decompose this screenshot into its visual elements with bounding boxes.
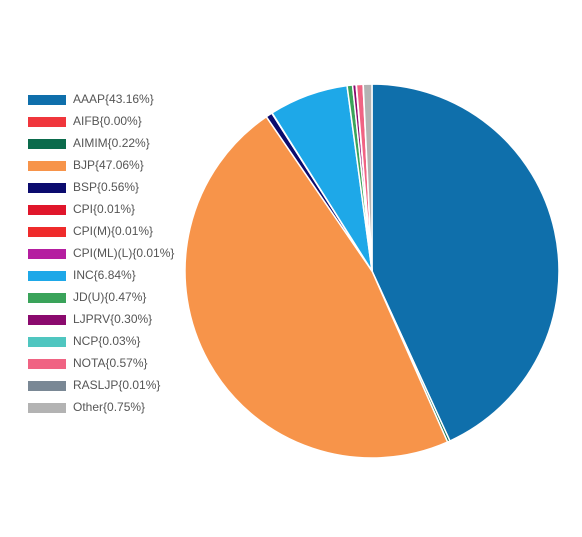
legend-label: AAAP{43.16%} <box>73 92 154 106</box>
legend-label: NOTA{0.57%} <box>73 356 148 370</box>
legend-swatch <box>28 227 66 237</box>
legend-swatch <box>28 117 66 127</box>
legend-label: Other{0.75%} <box>73 400 145 414</box>
legend-swatch <box>28 359 66 369</box>
legend-name: JD(U) <box>73 290 104 304</box>
legend-value: {0.56%} <box>97 180 139 194</box>
legend-label: AIFB{0.00%} <box>73 114 142 128</box>
legend-value: {0.30%} <box>110 312 152 326</box>
legend-value: {47.06%} <box>95 158 144 172</box>
legend-swatch <box>28 381 66 391</box>
legend-name: AAAP <box>73 92 105 106</box>
legend-name: NCP <box>73 334 98 348</box>
legend-name: Other <box>73 400 103 414</box>
legend-name: NOTA <box>73 356 105 370</box>
legend-label: JD(U){0.47%} <box>73 290 146 304</box>
legend-swatch <box>28 183 66 193</box>
legend-swatch <box>28 249 66 259</box>
legend-value: {0.01%} <box>132 246 174 260</box>
legend-value: {43.16%} <box>105 92 154 106</box>
legend-label: BJP{47.06%} <box>73 158 144 172</box>
legend-swatch <box>28 403 66 413</box>
legend-swatch <box>28 95 66 105</box>
legend-swatch <box>28 315 66 325</box>
legend-swatch <box>28 337 66 347</box>
pie-slice <box>371 83 560 442</box>
legend-name: RASLJP <box>73 378 118 392</box>
legend-label: RASLJP{0.01%} <box>73 378 160 392</box>
legend-value: {0.47%} <box>104 290 146 304</box>
legend-swatch <box>28 139 66 149</box>
legend-value: {0.01%} <box>111 224 153 238</box>
pie-slice <box>184 115 449 459</box>
legend-swatch <box>28 271 66 281</box>
legend-label: INC{6.84%} <box>73 268 136 282</box>
legend-label: CPI(M){0.01%} <box>73 224 153 238</box>
legend-label: AIMIM{0.22%} <box>73 136 150 150</box>
legend-value: {0.75%} <box>103 400 145 414</box>
legend-value: {0.00%} <box>100 114 142 128</box>
legend-value: {0.57%} <box>105 356 147 370</box>
legend-name: AIFB <box>73 114 100 128</box>
legend-name: BSP <box>73 180 97 194</box>
legend-value: {0.03%} <box>98 334 140 348</box>
legend-label: CPI(ML)(L){0.01%} <box>73 246 174 260</box>
legend-value: {0.01%} <box>118 378 160 392</box>
legend-label: NCP{0.03%} <box>73 334 140 348</box>
legend-name: BJP <box>73 158 95 172</box>
legend-label: CPI{0.01%} <box>73 202 135 216</box>
legend-swatch <box>28 161 66 171</box>
legend-label: LJPRV{0.30%} <box>73 312 152 326</box>
legend-name: INC <box>73 268 94 282</box>
legend-value: {6.84%} <box>94 268 136 282</box>
legend-value: {0.22%} <box>108 136 150 150</box>
legend-label: BSP{0.56%} <box>73 180 139 194</box>
legend-name: CPI(ML)(L) <box>73 246 132 260</box>
legend-name: CPI <box>73 202 93 216</box>
legend-name: AIMIM <box>73 136 108 150</box>
legend-name: LJPRV <box>73 312 110 326</box>
legend-name: CPI(M) <box>73 224 111 238</box>
pie-slice <box>362 83 373 272</box>
legend-swatch <box>28 293 66 303</box>
legend-swatch <box>28 205 66 215</box>
legend-value: {0.01%} <box>93 202 135 216</box>
